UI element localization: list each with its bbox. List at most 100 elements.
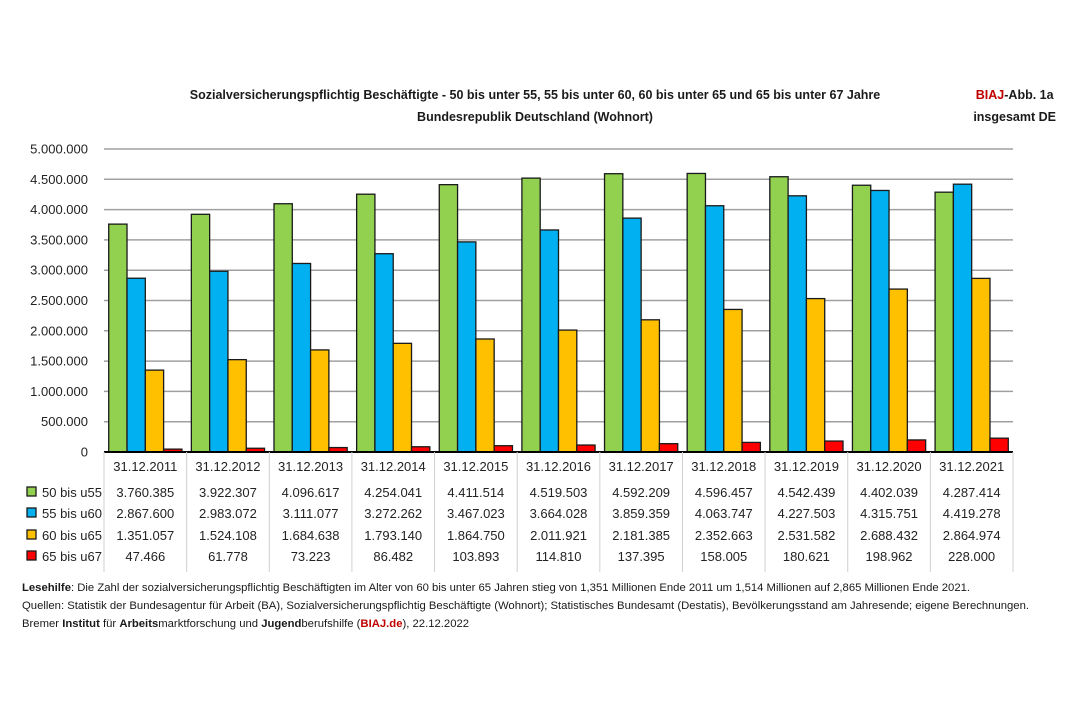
data-label: 2.531.582: [777, 528, 835, 543]
data-label: 2.864.974: [943, 528, 1001, 543]
bar: [456, 241, 477, 453]
reading-aid-text: : Die Zahl der sozialversicherungspflich…: [70, 582, 971, 594]
bar: [704, 205, 725, 453]
y-tick-label: 3.000.000: [30, 263, 88, 278]
bar: [824, 440, 844, 453]
data-label: 2.867.600: [116, 506, 174, 521]
chart-subtitle: Bundesrepublik Deutschland (Wohnort): [417, 110, 653, 124]
bar: [658, 443, 679, 453]
bar: [438, 184, 459, 453]
x-tick-label: 31.12.2016: [526, 459, 591, 474]
data-label: 1.864.750: [447, 528, 505, 543]
data-label: 137.395: [618, 549, 665, 564]
data-label: 4.592.209: [612, 485, 670, 500]
data-label: 1.793.140: [364, 528, 422, 543]
data-label: 3.111.077: [283, 506, 339, 521]
x-tick-label: 31.12.2017: [609, 459, 674, 474]
bar: [392, 342, 413, 453]
legend-swatch: [26, 550, 37, 561]
x-tick-label: 31.12.2014: [361, 459, 426, 474]
bar: [144, 369, 165, 453]
chart-title-block: Sozialversicherungspflichtig Beschäftigt…: [150, 84, 920, 128]
data-label: 3.859.359: [612, 506, 670, 521]
credit-part: Jugend: [261, 618, 302, 630]
x-tick-label: 31.12.2011: [113, 459, 177, 474]
data-label: 3.272.262: [364, 506, 422, 521]
bar: [640, 319, 661, 453]
bar: [888, 288, 908, 453]
bar: [309, 349, 330, 453]
sources: Quellen: Statistik der Bundesagentur für…: [22, 600, 1030, 612]
x-tick-label: 31.12.2019: [774, 459, 839, 474]
data-label: 4.254.041: [364, 485, 422, 500]
reading-aid: Lesehilfe: Die Zahl der sozialversicheru…: [22, 579, 1029, 597]
y-tick-label: 2.500.000: [30, 293, 88, 308]
bar: [952, 183, 973, 453]
bar: [576, 444, 596, 453]
x-tick-label: 31.12.2015: [443, 459, 508, 474]
reading-aid-label: Lesehilfe: [22, 582, 71, 594]
bar: [539, 229, 560, 453]
bar: [603, 173, 624, 453]
notes: Lesehilfe: Die Zahl der sozialversicheru…: [22, 579, 1029, 633]
bar: [787, 195, 808, 453]
credit-part: ), 22.12.2022: [402, 618, 470, 630]
data-label: 4.519.503: [530, 485, 588, 500]
bar: [870, 189, 890, 453]
figure-scope: insgesamt DE: [973, 110, 1056, 124]
data-label: 2.983.072: [199, 506, 257, 521]
bar: [989, 437, 1009, 453]
bar: [906, 439, 927, 453]
data-label: 4.096.617: [282, 485, 340, 500]
data-label: 2.181.385: [612, 528, 670, 543]
y-tick-label: 5.000.000: [30, 142, 88, 157]
bar: [622, 217, 642, 453]
data-label: 103.893: [452, 549, 499, 564]
x-tick-label: 31.12.2012: [195, 459, 260, 474]
data-label: 61.778: [208, 549, 248, 564]
bar: [723, 308, 743, 453]
data-label: 1.524.108: [199, 528, 257, 543]
credit-part: Institut: [62, 618, 100, 630]
y-tick-label: 0: [81, 445, 88, 460]
data-label: 3.922.307: [199, 485, 257, 500]
y-tick-label: 1.500.000: [30, 354, 88, 369]
y-tick-label: 4.500.000: [30, 172, 88, 187]
bar: [769, 176, 789, 453]
bar: [227, 358, 247, 453]
data-label: 4.227.503: [777, 506, 835, 521]
data-label: 198.962: [866, 549, 913, 564]
credit-part: berufshilfe (: [301, 618, 361, 630]
bar: [291, 262, 312, 453]
bar: [126, 277, 146, 453]
data-label: 1.351.057: [116, 528, 174, 543]
bar: [934, 191, 955, 453]
x-tick-label: 31.12.2021: [939, 459, 1004, 474]
data-label: 3.664.028: [530, 506, 588, 521]
credit-link[interactable]: BIAJ.de: [360, 618, 403, 630]
data-label: 4.063.747: [695, 506, 753, 521]
legend-swatch: [26, 486, 37, 497]
figure-id: BIAJ-Abb. 1a: [973, 84, 1056, 106]
data-label: 2.352.663: [695, 528, 753, 543]
credit-part: marktforschung und: [158, 618, 262, 630]
x-tick-label: 31.12.2018: [691, 459, 756, 474]
data-label: 158.005: [700, 549, 747, 564]
brand-name: BIAJ: [975, 88, 1005, 102]
figure-badge: BIAJ-Abb. 1a insgesamt DE: [973, 84, 1056, 128]
figure-number: -Abb. 1a: [1004, 88, 1054, 102]
bar: [475, 338, 495, 453]
data-label: 2.011.921: [530, 528, 587, 543]
credit-part: für: [99, 618, 120, 630]
bar: [557, 329, 578, 453]
data-label: 4.542.439: [777, 485, 835, 500]
credit-part: Arbeits: [119, 618, 159, 630]
data-label: 1.684.638: [282, 528, 340, 543]
legend-label: 60 bis u65: [42, 528, 102, 543]
data-label: 4.419.278: [943, 506, 1001, 521]
bar: [355, 193, 376, 453]
legend-label: 50 bis u55: [42, 485, 102, 500]
bar: [108, 223, 128, 453]
data-label: 3.760.385: [116, 485, 174, 500]
data-label: 180.621: [783, 549, 830, 564]
